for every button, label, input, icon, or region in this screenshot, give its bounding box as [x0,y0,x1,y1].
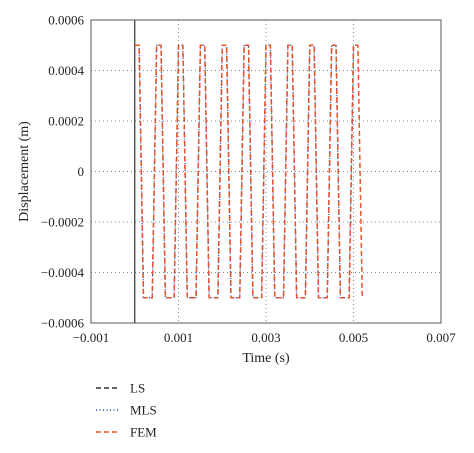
series-line-mls [134,44,358,299]
y-tick-label: 0.0006 [48,13,84,28]
x-axis-label: Time (s) [242,351,290,366]
x-tick-label: 0.001 [164,330,193,345]
grid-layer [91,20,441,323]
x-tick-label: 0.005 [339,330,368,345]
y-tick-label: −0.0002 [41,215,84,230]
y-tick-label: −0.0006 [41,316,85,331]
x-tick-label: 0.003 [251,330,280,345]
series-line-ls [134,44,358,299]
series-line-fem [134,44,363,299]
y-tick-label: 0.0002 [48,114,84,129]
legend-label-fem: FEM [130,425,157,440]
y-tick-label: 0 [78,164,85,179]
x-tick-label: 0.007 [426,330,456,345]
legend-label-ls: LS [130,381,145,396]
legend: LS MLS FEM [96,381,157,440]
x-tick-label: −0.001 [73,330,110,345]
tick-layer: −0.001 0.001 0.003 0.005 0.007 −0.0006 −0.0004… [41,13,456,346]
y-axis-label: Displacement (m) [17,121,32,222]
plot-frame [90,19,442,324]
legend-label-mls: MLS [130,403,157,418]
y-tick-label: 0.0004 [48,63,84,78]
y-tick-label: −0.0004 [41,265,85,280]
series-layer [134,44,363,299]
